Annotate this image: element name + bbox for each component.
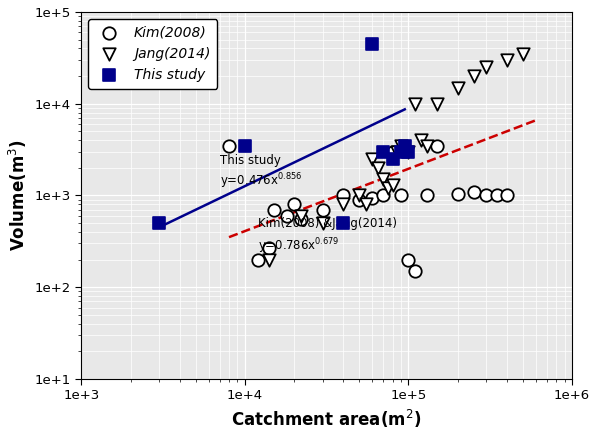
Jang(2014) [482,64,491,71]
Kim(2008) [367,194,377,201]
This study [396,148,406,155]
Jang(2014) [392,148,402,155]
Kim(2008) [253,256,263,263]
Text: y=0.786x$^{0.679}$: y=0.786x$^{0.679}$ [258,237,339,257]
Kim(2008) [493,192,502,199]
Kim(2008) [396,192,406,199]
Kim(2008) [502,192,512,199]
Text: This study: This study [220,154,281,167]
Kim(2008) [269,206,278,213]
Kim(2008) [432,142,442,149]
Jang(2014) [318,219,328,226]
Jang(2014) [367,156,377,163]
Jang(2014) [453,84,463,91]
Text: Kim(2008) &Jang(2014): Kim(2008) &Jang(2014) [258,217,397,230]
Kim(2008) [388,148,398,155]
This study [367,40,377,47]
Kim(2008) [410,267,420,274]
Y-axis label: Volume(m$^{3}$): Volume(m$^{3}$) [7,140,29,251]
Kim(2008) [296,216,306,223]
Kim(2008) [469,188,478,195]
Jang(2014) [432,100,442,107]
Jang(2014) [469,73,478,80]
X-axis label: Catchment area(m$^{2}$): Catchment area(m$^{2}$) [232,408,421,430]
Jang(2014) [502,56,512,63]
Jang(2014) [264,256,273,263]
Kim(2008) [282,212,291,219]
Jang(2014) [417,137,426,144]
This study [240,142,250,149]
Jang(2014) [361,201,371,208]
Jang(2014) [373,164,383,171]
Kim(2008) [318,206,328,213]
Kim(2008) [338,192,348,199]
Jang(2014) [383,185,393,192]
Kim(2008) [355,196,364,203]
Jang(2014) [518,50,528,57]
Jang(2014) [388,181,398,188]
Text: y=0.476x$^{0.856}$: y=0.476x$^{0.856}$ [220,171,302,191]
Jang(2014) [410,100,420,107]
Kim(2008) [378,192,388,199]
This study [378,148,388,155]
This study [338,219,348,226]
Jang(2014) [296,212,306,219]
Kim(2008) [422,192,432,199]
Jang(2014) [338,201,348,208]
Kim(2008) [453,190,463,197]
Legend: Kim(2008), Jang(2014), This study: Kim(2008), Jang(2014), This study [88,19,217,89]
Jang(2014) [422,142,432,149]
This study [388,156,398,163]
Jang(2014) [404,148,413,155]
This study [400,142,410,149]
Kim(2008) [290,201,299,208]
Kim(2008) [224,142,234,149]
Jang(2014) [355,192,364,199]
Kim(2008) [264,244,273,251]
Kim(2008) [404,256,413,263]
This study [404,148,413,155]
This study [155,219,164,226]
Jang(2014) [378,176,388,183]
Jang(2014) [396,142,406,149]
Kim(2008) [482,192,491,199]
